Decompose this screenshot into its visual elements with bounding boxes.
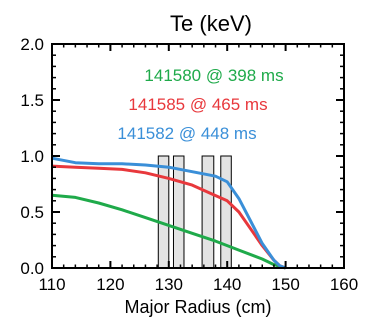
chart-title: Te (keV) bbox=[170, 11, 252, 36]
shaded-regions bbox=[157, 155, 232, 269]
y-tick-label: 2.0 bbox=[20, 35, 44, 54]
x-axis-ticks: 110 120 130 140 150 160 bbox=[38, 44, 358, 294]
x-tick-label: 140 bbox=[213, 275, 241, 294]
shaded-region-4 bbox=[220, 155, 232, 269]
x-tick-label: 110 bbox=[38, 275, 65, 294]
shaded-region-1 bbox=[157, 155, 170, 269]
series-lines bbox=[51, 156, 287, 270]
legend-entry-141580: 141580 @ 398 ms bbox=[144, 66, 283, 85]
legend-entry-141582: 141582 @ 448 ms bbox=[117, 124, 256, 143]
y-tick-label: 0.0 bbox=[20, 259, 44, 278]
x-tick-label: 130 bbox=[155, 275, 183, 294]
x-tick-label: 150 bbox=[271, 275, 299, 294]
legend: 141580 @ 398 ms 141585 @ 465 ms 141582 @… bbox=[117, 66, 283, 143]
series-line-1 bbox=[51, 193, 287, 270]
legend-entry-141585: 141585 @ 465 ms bbox=[128, 95, 267, 114]
shaded-region-2 bbox=[172, 155, 185, 269]
x-axis-label: Major Radius (cm) bbox=[124, 297, 271, 317]
y-tick-label: 1.0 bbox=[20, 147, 44, 166]
y-tick-label: 0.5 bbox=[20, 203, 44, 222]
y-axis-ticks: 0.0 0.5 1.0 1.5 2.0 bbox=[20, 35, 344, 278]
x-tick-label: 120 bbox=[96, 275, 124, 294]
x-tick-label: 160 bbox=[330, 275, 358, 294]
series-line-3 bbox=[51, 156, 287, 270]
y-tick-label: 1.5 bbox=[20, 91, 44, 110]
